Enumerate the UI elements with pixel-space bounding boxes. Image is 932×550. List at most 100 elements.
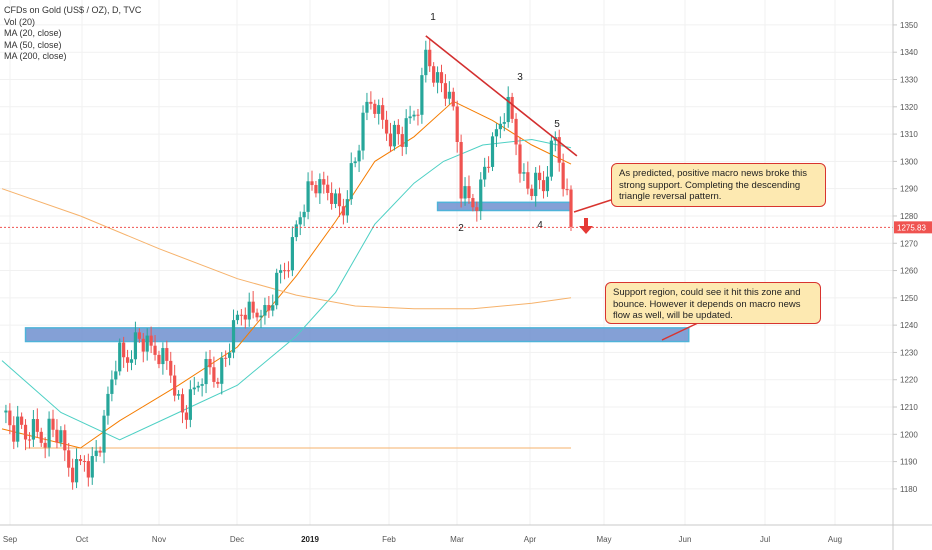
candle-body bbox=[294, 224, 298, 238]
candle-body bbox=[247, 301, 251, 320]
candle-body bbox=[435, 72, 440, 83]
current-price-tag bbox=[894, 221, 932, 234]
candle-body bbox=[251, 301, 255, 313]
candle-body bbox=[569, 189, 573, 227]
candle-body bbox=[239, 314, 243, 316]
candle-body bbox=[55, 429, 59, 443]
candle-body bbox=[12, 425, 16, 442]
legend-ma50[interactable]: MA (50, close) bbox=[4, 39, 62, 50]
x-tick-label: May bbox=[596, 535, 611, 544]
y-tick-label: 1220 bbox=[900, 376, 918, 385]
candle-body bbox=[534, 172, 538, 197]
candle-body bbox=[530, 188, 534, 197]
price-axis[interactable]: 1180 1190 1200 1210 1220 1230 1240 1250 1260 1270… bbox=[892, 0, 932, 550]
candle-body bbox=[204, 358, 208, 385]
candle-body bbox=[208, 358, 212, 368]
support-zone-upper bbox=[436, 201, 572, 212]
pattern-point-label: 3 bbox=[517, 72, 523, 83]
x-tick-label: Apr bbox=[524, 535, 537, 544]
candle-body bbox=[141, 338, 145, 352]
ma50-line bbox=[1, 138, 572, 441]
x-tick-label: Mar bbox=[450, 535, 464, 544]
candle-body bbox=[23, 424, 28, 440]
candle-body bbox=[63, 430, 67, 451]
pattern-point-label: 1 bbox=[430, 12, 436, 23]
callout-pointer-top bbox=[573, 199, 612, 213]
time-axis[interactable]: Sep Oct Nov Dec 2019 Feb Mar Apr May Jun Jul Aug bbox=[0, 524, 932, 544]
candle-body bbox=[557, 137, 561, 163]
candle-body bbox=[322, 179, 326, 185]
x-tick-label: Feb bbox=[382, 535, 396, 544]
candle-body bbox=[447, 91, 451, 99]
y-tick-label: 1260 bbox=[900, 267, 918, 276]
candle-body bbox=[463, 186, 467, 199]
candle-body bbox=[4, 410, 8, 413]
candle-body bbox=[306, 181, 310, 212]
candle-body bbox=[318, 179, 322, 194]
legend-title[interactable]: CFDs on Gold (US$ / OZ), D, TVC bbox=[4, 5, 142, 15]
candle-body bbox=[545, 176, 550, 192]
candle-body bbox=[502, 122, 506, 124]
candle-body bbox=[59, 430, 63, 443]
candle-body bbox=[404, 118, 408, 147]
candle-body bbox=[424, 49, 428, 76]
callout-pointer-bottom bbox=[661, 321, 701, 341]
candle-body bbox=[361, 112, 365, 151]
candle-body bbox=[129, 359, 134, 363]
callout-breakdown: As predicted, positive macro news broke … bbox=[611, 163, 826, 207]
legend-ma200[interactable]: MA (200, close) bbox=[4, 51, 67, 61]
candle-body bbox=[494, 129, 499, 137]
x-tick-label: Jul bbox=[760, 535, 770, 544]
ma20-line bbox=[1, 100, 572, 449]
candle-body bbox=[400, 134, 404, 147]
y-tick-label: 1210 bbox=[900, 403, 918, 412]
candle-body bbox=[35, 419, 39, 432]
candle-body bbox=[490, 136, 495, 167]
candle-body bbox=[326, 184, 330, 193]
candle-body bbox=[173, 375, 177, 396]
y-tick-label: 1280 bbox=[900, 212, 918, 221]
candle-body bbox=[86, 461, 90, 478]
candle-body bbox=[341, 206, 345, 216]
candle-body bbox=[169, 360, 173, 376]
candle-body bbox=[506, 96, 510, 123]
candle-body bbox=[522, 172, 526, 174]
candle-body bbox=[39, 431, 43, 443]
x-tick-label: Oct bbox=[76, 535, 89, 544]
candle-body bbox=[31, 419, 35, 440]
support-zones bbox=[24, 201, 690, 449]
candle-body bbox=[243, 314, 247, 320]
candle-body bbox=[82, 460, 87, 462]
candle-body bbox=[224, 357, 228, 359]
candle-body bbox=[125, 357, 130, 363]
candle-body bbox=[102, 415, 106, 453]
y-tick-label: 1250 bbox=[900, 294, 918, 303]
candle-body bbox=[267, 305, 271, 311]
candle-body bbox=[420, 75, 424, 115]
candle-body bbox=[51, 418, 55, 430]
candle-body bbox=[43, 442, 47, 448]
candle-body bbox=[231, 320, 236, 353]
candle-body bbox=[228, 352, 232, 358]
candle-body bbox=[310, 181, 314, 186]
candle-body bbox=[381, 105, 385, 120]
y-tick-label: 1230 bbox=[900, 348, 918, 357]
candle-body bbox=[282, 270, 287, 272]
y-tick-label: 1240 bbox=[900, 321, 918, 330]
candle-body bbox=[475, 207, 479, 211]
down-arrow-icon bbox=[579, 218, 593, 234]
candle-body bbox=[333, 193, 338, 204]
candle-body bbox=[122, 342, 126, 358]
candle-body bbox=[357, 150, 361, 162]
candle-body bbox=[286, 270, 291, 272]
candle-body bbox=[443, 83, 448, 99]
candle-body bbox=[486, 166, 491, 168]
legend-volume[interactable]: Vol (20) bbox=[4, 16, 36, 27]
candle-body bbox=[302, 211, 306, 218]
candle-body bbox=[541, 180, 546, 192]
candle-body bbox=[212, 367, 216, 382]
candle-body bbox=[388, 133, 393, 147]
y-tick-label: 1330 bbox=[900, 76, 918, 85]
legend-ma20[interactable]: MA (20, close) bbox=[4, 28, 62, 38]
